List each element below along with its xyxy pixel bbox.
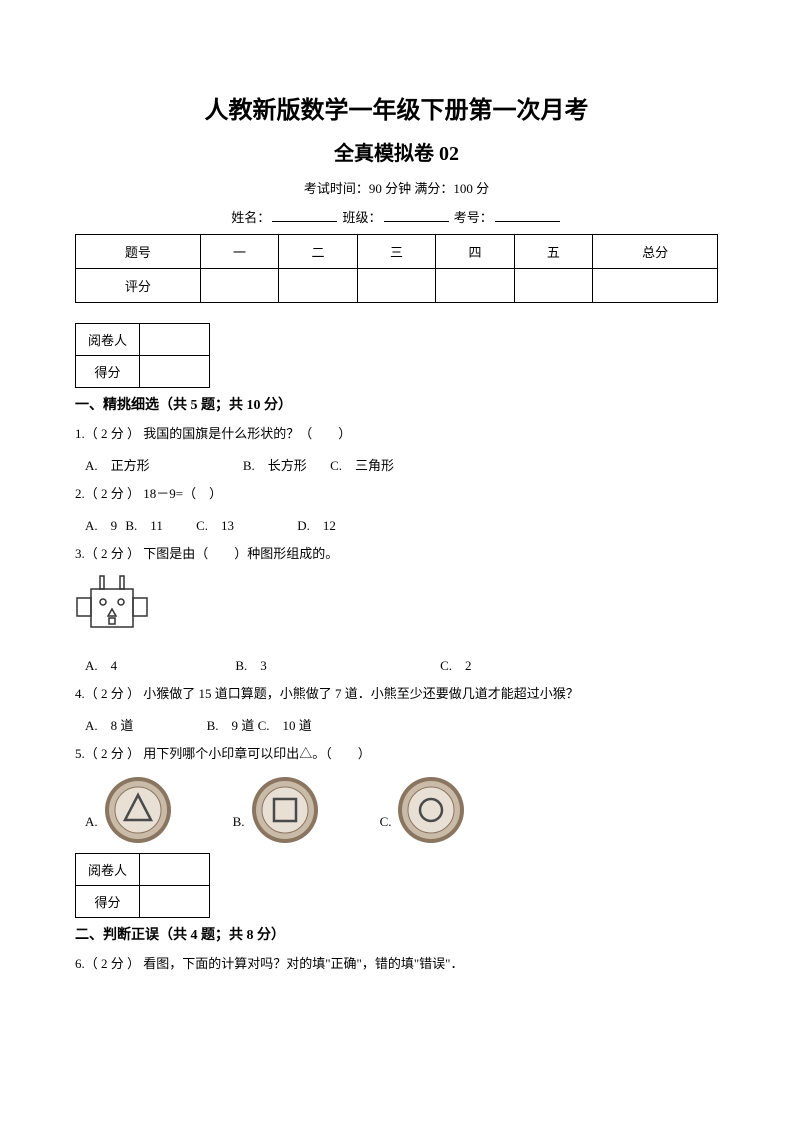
option-c: C. 2 xyxy=(440,655,471,674)
class-blank xyxy=(384,208,449,222)
option-c: C. 10 道 xyxy=(258,715,312,734)
score-cell xyxy=(200,269,278,303)
stamps-row: A. B. C. xyxy=(85,775,718,845)
robot-figure xyxy=(75,574,718,649)
table-row: 阅卷人 xyxy=(76,324,210,356)
option-a-label: A. xyxy=(85,814,98,830)
option-b: B. 9 道 xyxy=(207,715,255,734)
option-c: C. 三角形 xyxy=(330,455,394,474)
stamp-option-a: A. xyxy=(85,775,173,845)
option-a: A. 4 xyxy=(85,655,117,674)
score-cell xyxy=(357,269,435,303)
circle-stamp-icon xyxy=(396,775,466,845)
score-cell xyxy=(593,269,718,303)
header-cell: 三 xyxy=(357,235,435,269)
q3-options: A. 4 B. 3 C. 2 xyxy=(85,655,718,674)
option-a: A. 8 道 xyxy=(85,715,133,734)
exam-info: 考试时间：90 分钟 满分：100 分 xyxy=(75,178,718,197)
reviewer-label: 阅卷人 xyxy=(76,324,140,356)
section1-title: 一、精挑细选（共 5 题；共 10 分） xyxy=(75,394,718,414)
header-cell: 题号 xyxy=(76,235,201,269)
score-cell xyxy=(140,356,210,388)
grader-table-2: 阅卷人 得分 xyxy=(75,853,210,918)
option-b: B. 长方形 xyxy=(243,455,307,474)
q2-options: A. 9 B. 11 C. 13 D. 12 xyxy=(85,515,718,534)
option-d: D. 12 xyxy=(297,515,336,534)
reviewer-label: 阅卷人 xyxy=(76,853,140,885)
table-row: 得分 xyxy=(76,356,210,388)
reviewer-cell xyxy=(140,324,210,356)
name-label: 姓名： xyxy=(231,210,270,225)
option-b-label: B. xyxy=(233,814,245,830)
header-cell: 一 xyxy=(200,235,278,269)
header-cell: 五 xyxy=(514,235,592,269)
question-1: 1.（ 2 分 ） 我国的国旗是什么形状的？（ ） xyxy=(75,424,718,445)
grader-table: 阅卷人 得分 xyxy=(75,323,210,388)
option-c: C. 13 xyxy=(196,515,234,534)
table-row: 阅卷人 xyxy=(76,853,210,885)
score-cell xyxy=(279,269,357,303)
score-label: 得分 xyxy=(76,356,140,388)
id-label: 考号： xyxy=(454,210,493,225)
question-4: 4.（ 2 分 ） 小猴做了 15 道口算题，小熊做了 7 道．小熊至少还要做几… xyxy=(75,684,718,705)
table-row: 得分 xyxy=(76,885,210,917)
name-blank xyxy=(272,208,337,222)
stamp-option-b: B. xyxy=(233,775,320,845)
robot-icon xyxy=(75,574,165,644)
header-cell: 四 xyxy=(436,235,514,269)
header-cell: 总分 xyxy=(593,235,718,269)
question-5: 5.（ 2 分 ） 用下列哪个小印章可以印出△。（ ） xyxy=(75,744,718,765)
stamp-option-c: C. xyxy=(380,775,467,845)
q1-options: A. 正方形 B. 长方形 C. 三角形 xyxy=(85,455,718,474)
table-row: 评分 xyxy=(76,269,718,303)
question-2: 2.（ 2 分 ） 18－9=（ ） xyxy=(75,484,718,505)
option-c-label: C. xyxy=(380,814,392,830)
option-b: B. 3 xyxy=(235,655,266,674)
score-table: 题号 一 二 三 四 五 总分 评分 xyxy=(75,234,718,303)
student-info: 姓名： 班级： 考号： xyxy=(75,207,718,226)
id-blank xyxy=(495,208,560,222)
option-b: B. 11 xyxy=(125,515,162,534)
square-stamp-icon xyxy=(250,775,320,845)
main-title: 人教新版数学一年级下册第一次月考 xyxy=(75,90,718,125)
class-label: 班级： xyxy=(342,210,381,225)
score-cell xyxy=(140,885,210,917)
score-label-cell: 评分 xyxy=(76,269,201,303)
header-cell: 二 xyxy=(279,235,357,269)
subtitle: 全真模拟卷 02 xyxy=(75,137,718,166)
triangle-stamp-icon xyxy=(103,775,173,845)
option-a: A. 9 xyxy=(85,515,117,534)
section2-title: 二、判断正误（共 4 题；共 8 分） xyxy=(75,924,718,944)
score-label: 得分 xyxy=(76,885,140,917)
question-3: 3.（ 2 分 ） 下图是由（ ）种图形组成的。 xyxy=(75,544,718,565)
q4-options: A. 8 道 B. 9 道 C. 10 道 xyxy=(85,715,718,734)
score-cell xyxy=(514,269,592,303)
reviewer-cell xyxy=(140,853,210,885)
table-row: 题号 一 二 三 四 五 总分 xyxy=(76,235,718,269)
question-6: 6.（ 2 分 ） 看图，下面的计算对吗？对的填"正确"，错的填"错误"． xyxy=(75,954,718,975)
option-a: A. 正方形 xyxy=(85,455,150,474)
score-cell xyxy=(436,269,514,303)
